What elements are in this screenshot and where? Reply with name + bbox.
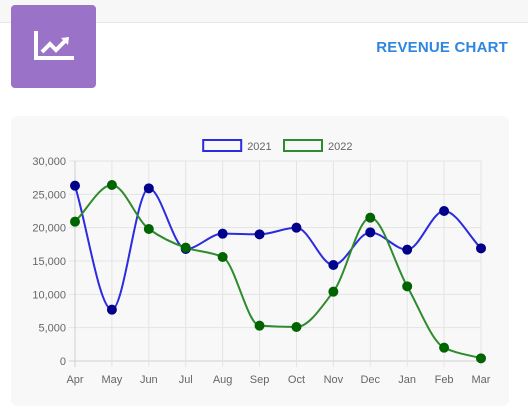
data-point-2021[interactable] [70, 180, 80, 191]
data-point-2022[interactable] [180, 242, 191, 253]
x-tick-label: Mar [472, 374, 491, 386]
x-tick-label: May [102, 374, 123, 386]
x-tick-label: Aug [213, 374, 233, 386]
page-title: REVENUE CHART [376, 39, 508, 56]
x-tick-label: Jul [179, 374, 193, 386]
y-tick-label: 15,000 [32, 256, 66, 268]
data-point-2022[interactable] [291, 322, 302, 332]
data-point-2021[interactable] [254, 229, 265, 240]
revenue-chart-card: 0 5,000 10,000 15,000 20,000 25,000 30,000 Apr M… [11, 116, 509, 406]
x-tick-label: Jan [398, 374, 416, 386]
data-point-2021[interactable] [291, 222, 302, 233]
y-tick-label: 30,000 [32, 156, 66, 168]
data-point-2022[interactable] [217, 252, 228, 262]
x-tick-label: Apr [66, 374, 83, 386]
legend-swatch-2022[interactable] [283, 139, 323, 152]
trending-up-chart-icon [33, 30, 74, 60]
legend-label-2021[interactable]: 2021 [247, 141, 271, 153]
series-line-2022 [74, 183, 482, 360]
y-tick-label: 20,000 [32, 223, 66, 235]
data-point-2021[interactable] [143, 183, 154, 194]
x-tick-label: Dec [360, 374, 380, 386]
data-point-2021[interactable] [106, 304, 117, 315]
data-point-2021[interactable] [328, 260, 339, 270]
x-tick-label: Sep [250, 374, 270, 386]
x-tick-label: Oct [288, 374, 305, 386]
data-point-2021[interactable] [439, 206, 450, 216]
data-point-2022[interactable] [402, 281, 413, 292]
data-point-2022[interactable] [106, 180, 117, 190]
x-tick-label: Nov [324, 374, 344, 386]
data-point-2022[interactable] [476, 353, 486, 364]
legend-swatch-2021[interactable] [202, 139, 243, 152]
data-point-2021[interactable] [217, 228, 228, 239]
data-point-2022[interactable] [143, 224, 154, 234]
data-point-2021[interactable] [476, 243, 486, 254]
data-point-2022[interactable] [70, 216, 80, 227]
data-point-2022[interactable] [254, 320, 265, 331]
x-tick-label: Jun [140, 374, 158, 386]
series-line-2021 [74, 185, 482, 311]
y-tick-label: 10,000 [32, 289, 66, 301]
legend-label-2022[interactable]: 2022 [328, 141, 352, 153]
y-tick-label: 25,000 [32, 189, 66, 201]
data-point-2022[interactable] [328, 286, 339, 297]
logo-tile [11, 5, 96, 88]
data-point-2021[interactable] [402, 244, 413, 255]
data-point-2022[interactable] [365, 212, 376, 223]
data-point-2022[interactable] [439, 342, 450, 353]
y-tick-label: 0 [60, 356, 66, 368]
y-tick-label: 5,000 [38, 323, 66, 335]
revenue-line-chart: 0 5,000 10,000 15,000 20,000 25,000 30,000 Apr M… [32, 139, 491, 386]
x-tick-label: Feb [435, 374, 454, 386]
data-point-2021[interactable] [365, 227, 376, 238]
top-bar [0, 0, 528, 23]
